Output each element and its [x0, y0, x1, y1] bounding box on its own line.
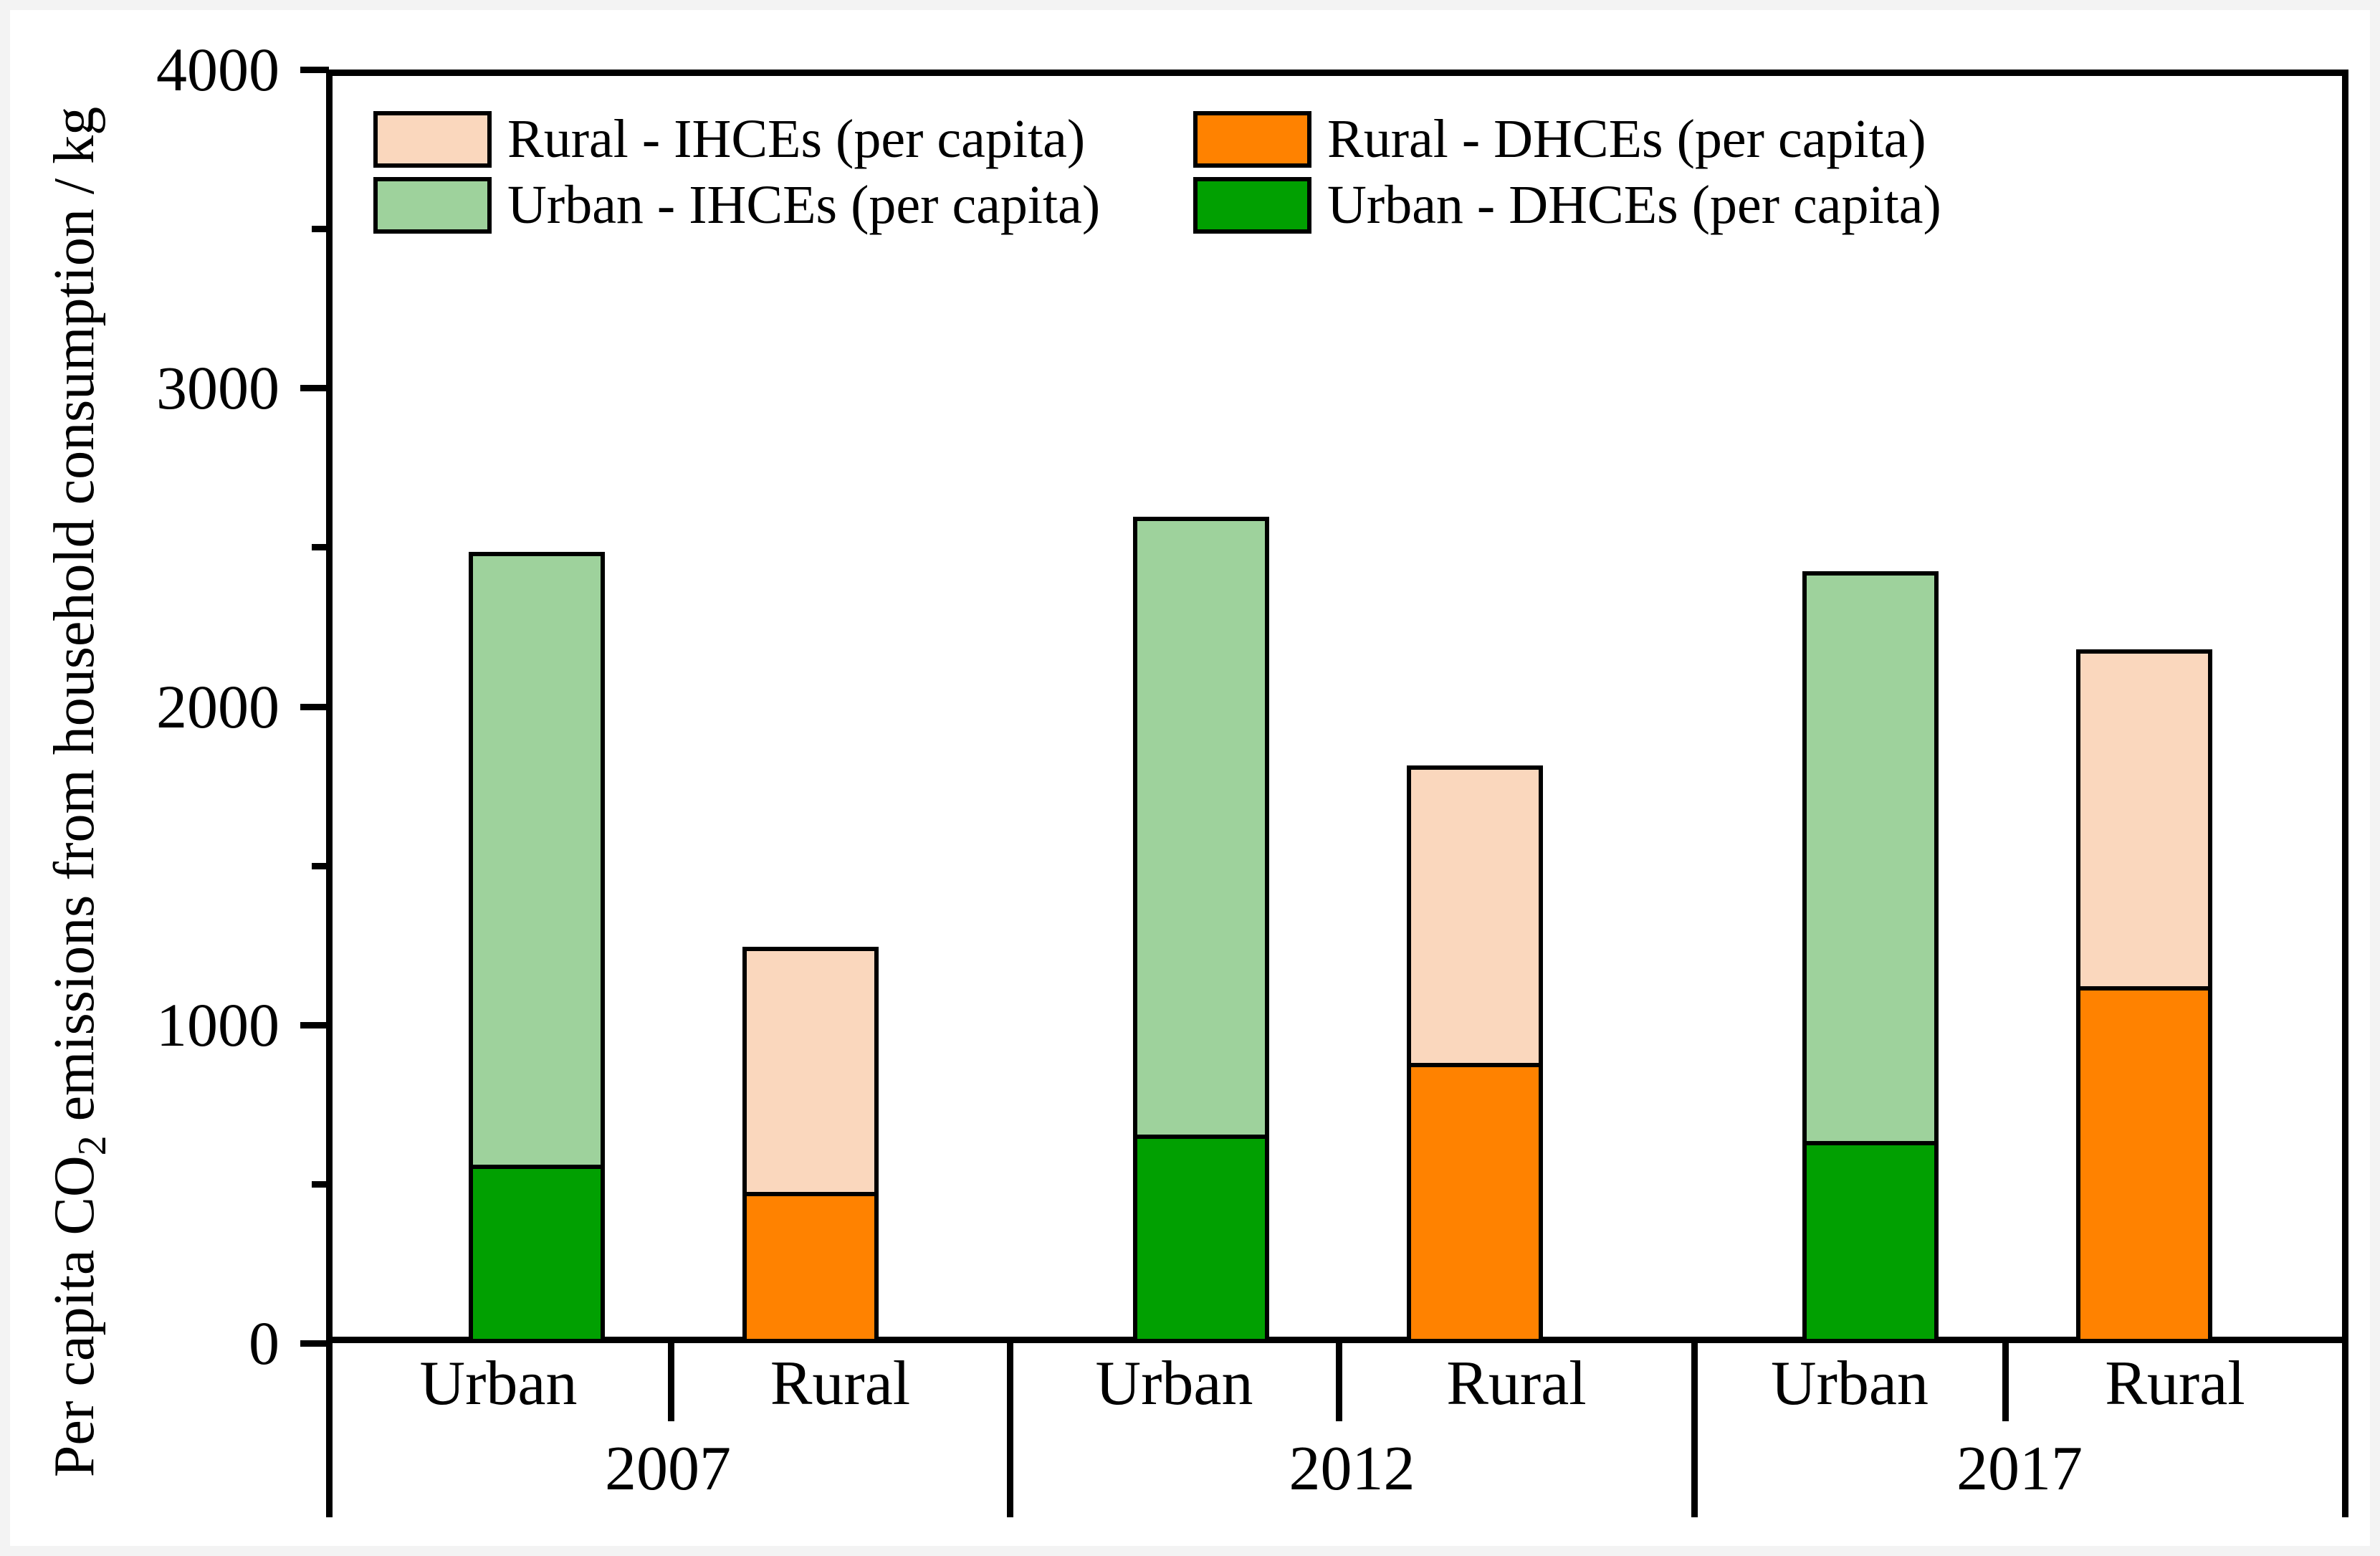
y-tick-label-1000: 1000	[156, 990, 279, 1059]
x-section-label-2012-rural: Rural	[1446, 1349, 1587, 1418]
bar-2017-urban	[1802, 571, 1939, 1343]
bar-segment-2012-rural-dhce	[1411, 1063, 1539, 1339]
x-band-section-divider-0	[668, 1343, 674, 1421]
x-band-year-divider-0	[326, 1343, 333, 1517]
legend-label-urban-ihce: Urban - IHCEs (per capita)	[507, 175, 1101, 235]
x-band-year-divider-2	[1691, 1343, 1698, 1517]
plot-frame	[326, 70, 2348, 1343]
bar-segment-2007-rural-dhce	[747, 1191, 874, 1339]
y-major-tick-4000	[300, 67, 329, 73]
y-tick-label-4000: 4000	[156, 35, 279, 104]
bar-segment-2017-rural-dhce	[2080, 986, 2208, 1339]
bar-2007-rural	[742, 946, 879, 1343]
x-section-label-2017-rural: Rural	[2105, 1349, 2245, 1418]
legend-swatch-rural-dhce	[1193, 111, 1311, 168]
legend-swatch-urban-ihce	[373, 177, 492, 234]
legend-swatch-rural-ihce	[373, 111, 492, 168]
y-major-tick-1000	[300, 1021, 329, 1028]
y-minor-tick-1500	[312, 862, 329, 869]
legend-item-urban-dhce: Urban - DHCEs (per capita)	[1193, 177, 1941, 234]
x-section-label-2012-urban: Urban	[1095, 1349, 1253, 1418]
bar-2017-rural	[2076, 649, 2212, 1343]
x-section-label-2017-urban: Urban	[1771, 1349, 1929, 1418]
legend-item-rural-ihce: Rural - IHCEs (per capita)	[373, 111, 1085, 168]
x-year-label-2012: 2012	[1289, 1434, 1415, 1504]
x-section-label-2007-rural: Rural	[770, 1349, 911, 1418]
legend-label-urban-dhce: Urban - DHCEs (per capita)	[1327, 175, 1941, 235]
x-band-section-divider-2	[2002, 1343, 2009, 1421]
x-band-year-divider-1	[1007, 1343, 1013, 1517]
y-tick-label-0: 0	[249, 1309, 279, 1378]
bar-segment-2012-urban-dhce	[1137, 1135, 1265, 1339]
y-tick-label-3000: 3000	[156, 353, 279, 423]
legend-label-rural-ihce: Rural - IHCEs (per capita)	[507, 109, 1086, 169]
y-major-tick-0	[300, 1340, 329, 1347]
bar-2012-rural	[1407, 765, 1543, 1343]
y-major-tick-2000	[300, 703, 329, 710]
y-minor-tick-500	[312, 1180, 329, 1188]
bar-segment-2007-urban-dhce	[473, 1165, 601, 1339]
legend-label-rural-dhce: Rural - DHCEs (per capita)	[1327, 109, 1926, 169]
bar-2007-urban	[469, 552, 605, 1343]
y-major-tick-3000	[300, 385, 329, 392]
y-axis-title-subscript: 2	[70, 1135, 115, 1156]
x-year-label-2007: 2007	[605, 1434, 731, 1504]
y-minor-tick-2500	[312, 544, 329, 551]
x-year-label-2017: 2017	[1956, 1434, 2083, 1504]
x-band-section-divider-1	[1336, 1343, 1342, 1421]
x-band-right-edge	[2342, 1343, 2348, 1517]
legend-swatch-urban-dhce	[1193, 177, 1311, 234]
bar-2012-urban	[1133, 517, 1269, 1343]
x-section-label-2007-urban: Urban	[419, 1349, 578, 1418]
y-tick-label-2000: 2000	[156, 672, 279, 741]
bar-segment-2017-urban-dhce	[1807, 1140, 1934, 1339]
legend-item-urban-ihce: Urban - IHCEs (per capita)	[373, 177, 1100, 234]
y-axis-title-post: emissions from household consumption / k…	[43, 106, 106, 1136]
y-minor-tick-3500	[312, 226, 329, 233]
legend-item-rural-dhce: Rural - DHCEs (per capita)	[1193, 111, 1926, 168]
y-axis-title: Per capita CO2 emissions from household …	[42, 107, 115, 1477]
